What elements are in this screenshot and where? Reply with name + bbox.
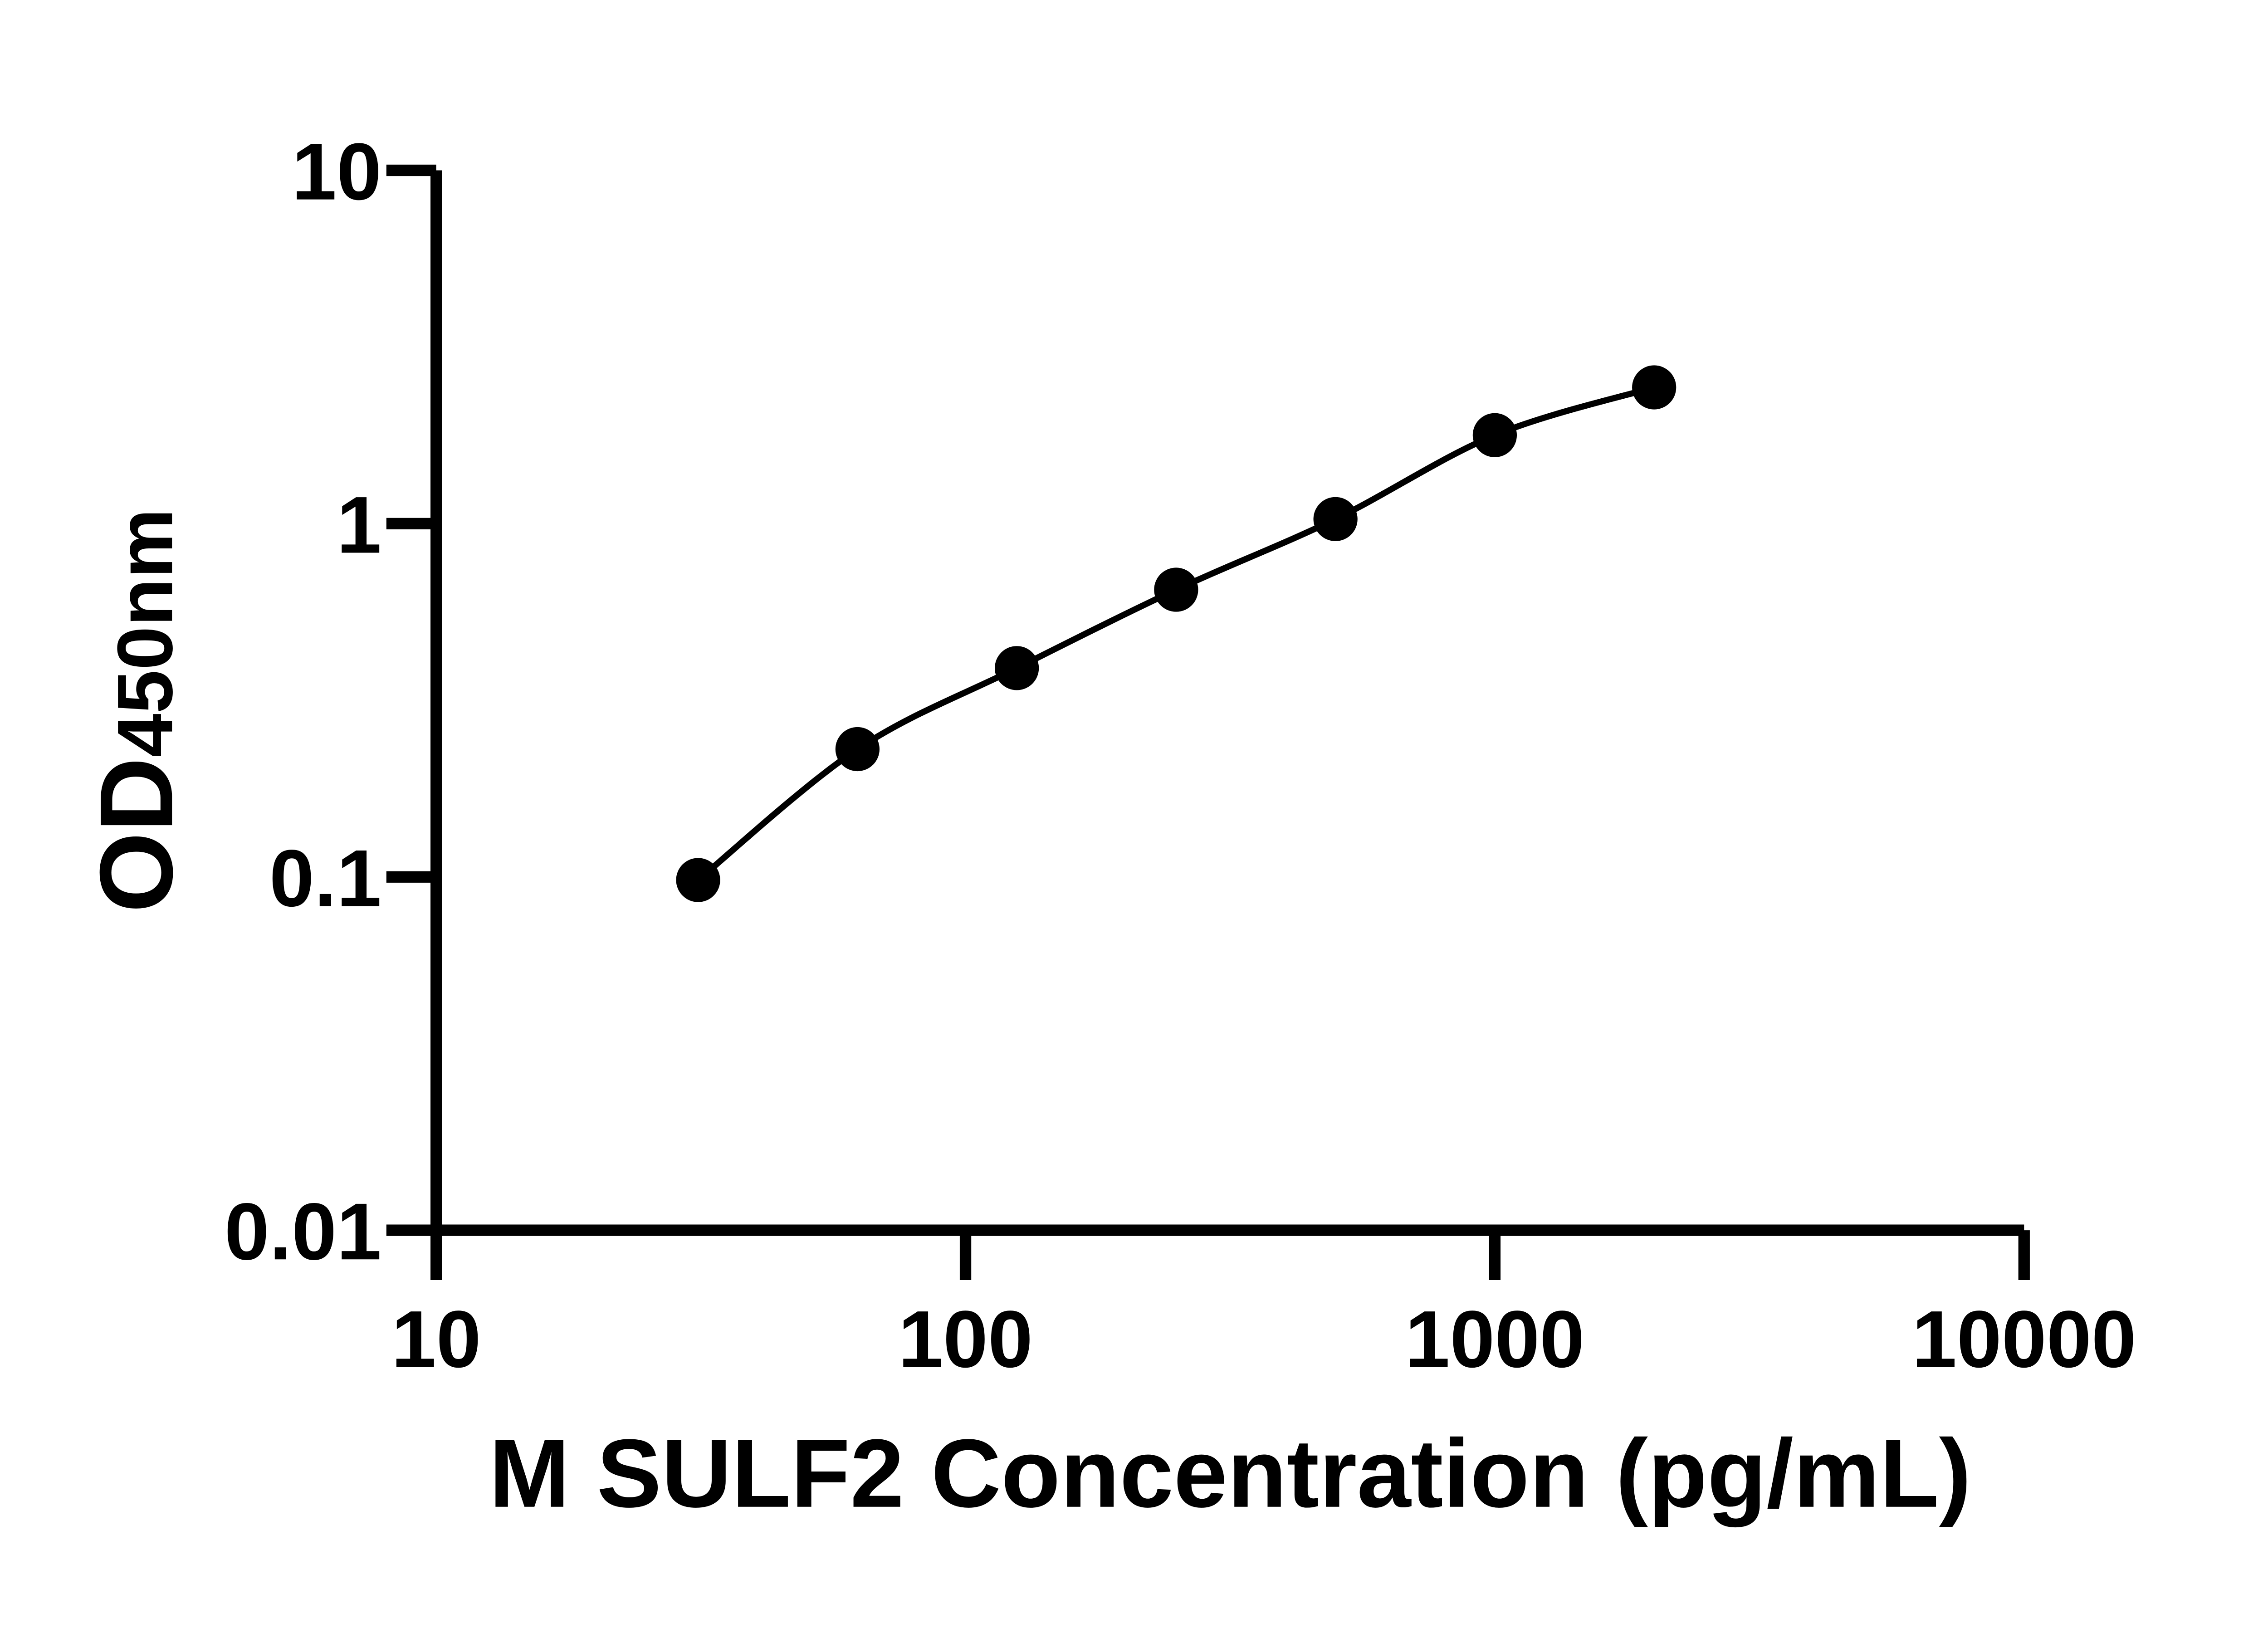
fit-curve bbox=[696, 384, 1655, 883]
data-point-marker bbox=[1154, 567, 1198, 612]
axis-frame-line bbox=[430, 170, 2024, 1236]
y-tick-label: 0.01 bbox=[225, 1186, 381, 1276]
data-point-markers bbox=[676, 365, 1677, 902]
x-tick-label: 10 bbox=[391, 1294, 481, 1384]
series-standard-curve bbox=[676, 365, 1677, 902]
data-point-marker bbox=[835, 727, 880, 772]
y-axis-title-main: OD bbox=[78, 757, 194, 913]
y-axis-ticks bbox=[386, 164, 436, 1236]
data-point-marker bbox=[1472, 413, 1517, 457]
x-tick-label: 1000 bbox=[1405, 1294, 1584, 1384]
data-point-marker bbox=[1313, 497, 1358, 541]
y-axis-title: OD450nm bbox=[78, 508, 194, 913]
y-axis-tick-labels: 10 1 0.1 0.01 bbox=[225, 127, 381, 1277]
x-axis-ticks bbox=[430, 1230, 2030, 1280]
x-axis-title: M SULF2 Concentration (pg/mL) bbox=[489, 1419, 1971, 1528]
axes: 10 1 0.1 0.01 10 100 1000 10000 bbox=[225, 127, 2136, 1384]
x-axis-tick-labels: 10 100 1000 10000 bbox=[391, 1294, 2136, 1384]
y-axis-title-subscript: 450nm bbox=[101, 508, 189, 757]
data-point-marker bbox=[1632, 365, 1677, 410]
y-tick-label: 1 bbox=[337, 480, 381, 570]
data-point-marker bbox=[995, 646, 1039, 690]
x-tick-label: 10000 bbox=[1912, 1294, 2136, 1384]
y-tick-label: 0.1 bbox=[269, 833, 381, 923]
x-tick-label: 100 bbox=[898, 1294, 1033, 1384]
data-point-marker bbox=[676, 858, 720, 902]
y-tick-label: 10 bbox=[292, 127, 381, 217]
